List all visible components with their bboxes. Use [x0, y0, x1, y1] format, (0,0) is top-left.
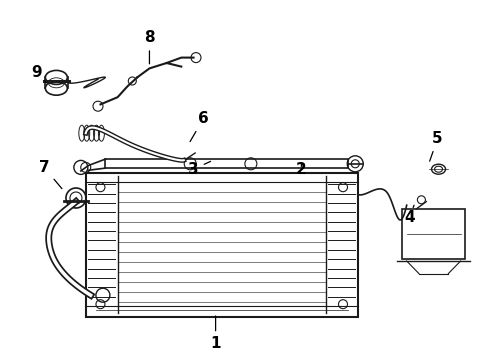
Text: 4: 4 [404, 205, 415, 225]
Text: 7: 7 [39, 160, 62, 189]
Bar [86, 173, 358, 317]
Bar [402, 209, 465, 259]
Bar [105, 159, 348, 168]
Text: 9: 9 [31, 64, 47, 83]
Text: 1: 1 [210, 316, 221, 351]
Text: 3: 3 [188, 161, 211, 177]
Text: 6: 6 [190, 111, 209, 141]
Text: 8: 8 [144, 30, 155, 64]
Text: 2: 2 [296, 162, 307, 177]
Text: 5: 5 [430, 131, 443, 161]
